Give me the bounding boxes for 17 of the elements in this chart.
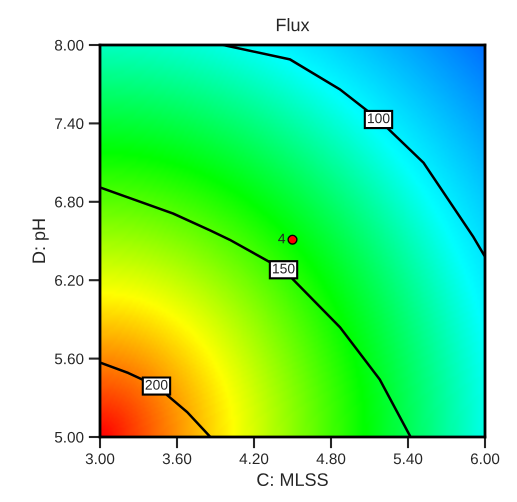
annotation: 4 <box>278 234 286 244</box>
y-tick-label: 8.00 <box>54 40 84 51</box>
x-tick-label: 3.60 <box>162 453 192 464</box>
x-tick-label: 4.20 <box>239 453 268 464</box>
y-tick-label: 5.60 <box>54 353 84 364</box>
point <box>287 234 298 245</box>
x-axis-title: C: MLSS <box>257 473 328 486</box>
chart-title: Flux <box>276 18 310 32</box>
y-tick-label: 6.20 <box>55 275 84 286</box>
y-tick-label: 6.80 <box>55 196 84 208</box>
x-tick-label: 3.00 <box>86 453 114 464</box>
y-tick-label: 7.40 <box>55 118 84 130</box>
y-axis-title: D: pH <box>32 219 49 263</box>
x-tick-label: 6.00 <box>470 453 500 464</box>
x-tick-label: 4.80 <box>316 453 346 464</box>
x-tick-label: 5.40 <box>394 453 422 464</box>
y-tick-label: 5.00 <box>54 432 84 443</box>
